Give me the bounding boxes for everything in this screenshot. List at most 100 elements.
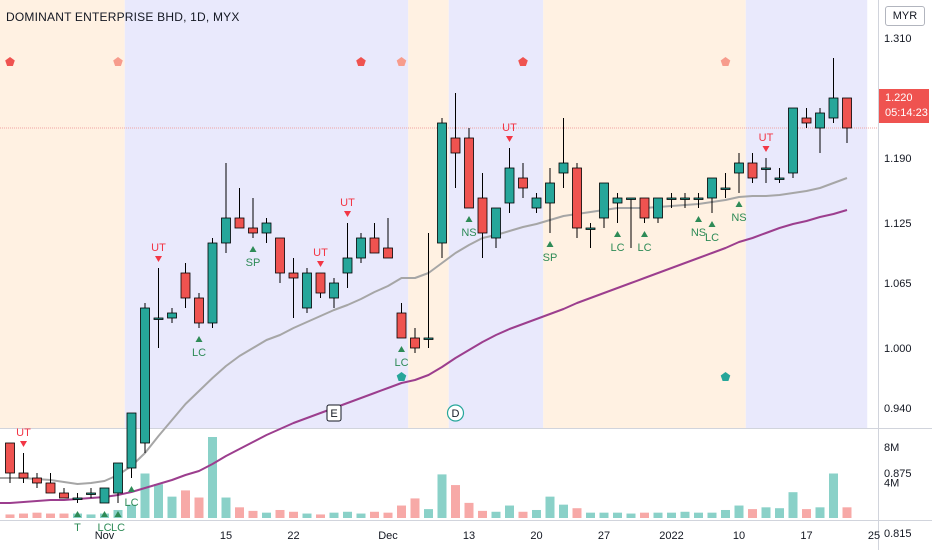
volume-bar-40 [545,496,555,518]
signal-up-triangle-3 [128,486,135,492]
last-price-tag: 1.220 05:14:23 [879,89,929,123]
candle-body-18 [248,227,258,234]
candle-body-31 [423,337,434,340]
price-tick-7: 0.875 [884,468,912,480]
candle-52 [707,177,717,213]
candles [5,58,852,504]
candle-31 [423,233,434,348]
candle-body-45 [612,197,623,204]
candle-body-13 [180,272,191,299]
candle-58 [788,107,798,178]
candle-body-35 [477,197,488,234]
candle-5 [72,493,83,503]
signal-up-triangle-5 [249,246,257,252]
price-tick-5: 1.000 [884,343,912,355]
candle-body-23 [315,272,326,294]
volume-bar-16 [221,497,231,518]
volume-bar-18 [248,510,258,518]
signal-label-down-0: T [74,522,81,534]
candle-35 [477,173,488,258]
candle-body-37 [504,167,515,204]
candle-60 [815,108,825,153]
ma-fast-line [0,177,848,485]
candle-61 [828,58,839,123]
signal-up-triangle-12 [708,221,716,227]
candle-56 [761,158,771,183]
candle-40 [545,168,555,233]
price-tick-6: 0.940 [884,403,912,415]
candle-48 [653,197,663,223]
candle-26 [356,233,366,263]
candle-body-60 [815,112,825,129]
candle-body-38 [518,177,528,189]
signal-label-down-7: NS [461,227,476,239]
session-band-0 [0,0,125,428]
candle-45 [612,193,623,223]
signal-down-triangle-0 [20,441,27,447]
volume-bar-19 [262,512,271,518]
candle-body-2 [32,477,42,484]
signal-label-down-5: SP [246,257,261,269]
volume-bar-31 [424,509,433,518]
candle-body-53 [720,187,731,190]
signal-up-triangle-2 [114,511,122,517]
volume-bar-54 [734,505,744,518]
candle-body-16 [221,217,231,244]
volume-bar-49 [667,512,676,518]
candle-9 [126,412,137,478]
candle-53 [720,173,731,198]
candle-body-28 [383,247,393,259]
volume-bar-58 [788,492,798,518]
candle-41 [558,118,569,188]
signal-label-up-2: UT [313,247,328,259]
candle-50 [680,193,690,208]
volume-bar-52 [707,512,717,518]
volume-bar-53 [721,509,730,518]
signal-label-down-2: LC [111,522,125,534]
pentagon-marker-top-5 [720,57,731,66]
candle-29 [396,303,407,339]
candle-body-54 [734,162,744,174]
volume-bar-51 [694,512,703,518]
signal-up-triangle-7 [465,216,473,222]
candle-body-32 [437,122,447,244]
candle-body-51 [693,197,704,200]
candle-body-14 [194,297,204,324]
volume-bar-33 [451,485,460,518]
candle-46 [626,197,636,248]
time-tick-10: 25 [868,530,880,542]
candle-body-61 [828,97,839,119]
candle-body-20 [275,237,285,274]
signal-label-up-4: UT [502,122,517,134]
candle-body-22 [302,272,312,309]
candle-49 [666,193,677,208]
candle-0 [5,442,15,483]
candle-28 [383,218,393,259]
signal-label-up-0: UT [16,427,31,439]
candle-37 [504,148,515,213]
signal-label-down-3: LC [124,497,138,509]
pentagon-marker-bottom-1 [720,372,731,381]
candle-body-49 [666,197,677,200]
candle-body-4 [59,492,69,499]
candle-body-5 [72,497,83,500]
price-tick-3: 1.125 [884,218,912,230]
candle-21 [288,258,299,318]
volume-bar-1 [19,513,28,518]
candle-body-59 [801,117,812,124]
candle-1 [18,453,29,483]
candle-body-12 [167,312,177,319]
candle-body-26 [356,237,366,259]
signal-up-triangle-6 [398,346,405,352]
currency-button[interactable]: MYR [885,6,925,26]
time-tick-8: 10 [733,530,745,542]
volume-bar-61 [829,473,838,518]
volume-bar-29 [397,505,406,518]
volume-bar-11 [154,484,163,518]
volume-bar-21 [289,511,298,518]
candle-43 [585,223,596,248]
candle-body-56 [761,167,771,170]
